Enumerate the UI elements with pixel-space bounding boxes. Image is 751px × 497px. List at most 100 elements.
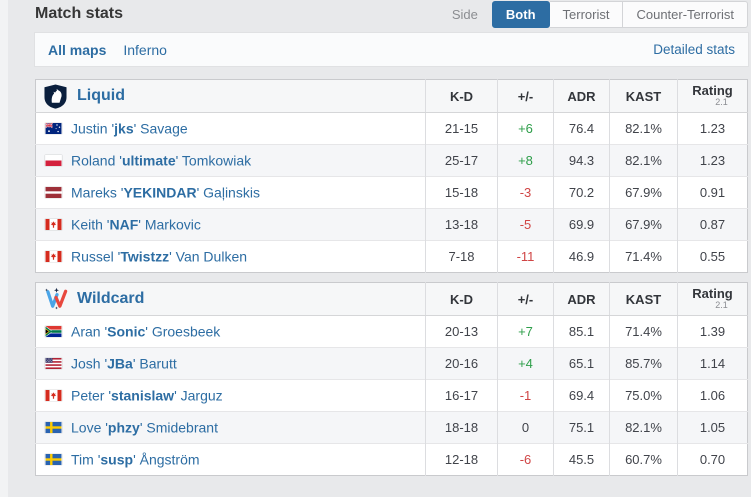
column-header-adr: ADR (553, 79, 610, 113)
map-filter-inferno[interactable]: Inferno (123, 41, 167, 58)
player-name-cell: Justin 'jks' Savage (36, 113, 426, 145)
stat-rating: 1.23 (677, 112, 748, 145)
player-name-cell: Mareks 'YEKINDAR' Gaļinskis (36, 177, 426, 209)
player-name-link[interactable]: Love 'phzy' Smidebrant (71, 419, 218, 436)
page-left-gutter (0, 0, 8, 497)
team-logo-liquid[interactable] (44, 84, 68, 109)
player-row: Justin 'jks' Savage 21-15 +6 76.4 82.1% 1.23 (35, 112, 748, 145)
flag-canada-icon (45, 390, 62, 402)
stat-kast: 82.1% (609, 411, 678, 444)
stat-kast: 85.7% (609, 347, 678, 380)
stat-plus-minus: +4 (497, 347, 554, 380)
stat-kast: 82.1% (609, 112, 678, 145)
player-name-cell: Peter 'stanislaw' Jarguz (36, 380, 426, 412)
flag-southafrica-icon (45, 326, 62, 338)
stat-kd: 18-18 (425, 411, 498, 444)
column-header-kast: KAST (609, 79, 678, 113)
stat-kd: 16-17 (425, 379, 498, 412)
column-header-adr: ADR (553, 282, 610, 316)
team-tables-container: Liquid K-D +/- ADR KAST Rating 2.1 Justin… (35, 79, 748, 476)
player-name-cell: Russel 'Twistzz' Van Dulken (36, 241, 426, 273)
side-tab-both[interactable]: Both (491, 0, 550, 28)
stat-kd: 25-17 (425, 144, 498, 177)
stat-adr: 85.1 (553, 315, 610, 348)
stat-rating: 0.70 (677, 443, 748, 476)
side-tab-terrorist[interactable]: Terrorist (549, 0, 624, 28)
side-filter: Side Both Terrorist Counter-Terrorist (452, 0, 748, 28)
stat-plus-minus: -5 (497, 208, 554, 241)
stat-rating: 0.87 (677, 208, 748, 241)
player-row: Tim 'susp' Ångström 12-18 -6 45.5 60.7% 0.70 (36, 443, 748, 476)
stat-kd: 21-15 (425, 112, 498, 145)
player-row: Russel 'Twistzz' Van Dulken 7-18 -11 46.9 71… (36, 240, 748, 273)
stat-adr: 65.1 (553, 347, 610, 380)
player-row: Love 'phzy' Smidebrant 18-18 0 75.1 82.1% 1.0… (35, 411, 748, 444)
player-name-link[interactable]: Aran 'Sonic' Groesbeek (71, 323, 221, 340)
team-header-row: Wildcard K-D +/- ADR KAST Rating 2.1 (35, 282, 748, 316)
stat-kast: 82.1% (609, 144, 678, 177)
maps-list: All maps Inferno (48, 42, 184, 58)
stat-kd: 12-18 (425, 443, 498, 476)
stat-kast: 67.9% (609, 176, 678, 209)
player-name-cell: Roland 'ultimate' Tomkowiak (36, 145, 426, 177)
player-row: Aran 'Sonic' Groesbeek 20-13 +7 85.1 71.4% 1.… (35, 315, 748, 348)
player-name-link[interactable]: Keith 'NAF' Markovic (71, 216, 201, 233)
column-header-kd: K-D (425, 79, 498, 113)
stat-adr: 69.9 (553, 208, 610, 241)
flag-poland-icon (45, 155, 62, 167)
player-name-cell: Keith 'NAF' Markovic (36, 209, 426, 241)
team-stats-table-wildcard: Wildcard K-D +/- ADR KAST Rating 2.1 Aran… (35, 282, 748, 476)
stat-rating: 1.39 (677, 315, 748, 348)
map-filter-all-maps[interactable]: All maps (48, 41, 107, 58)
stat-plus-minus: -1 (497, 379, 554, 412)
stat-kast: 71.4% (609, 240, 678, 273)
player-name-link[interactable]: Peter 'stanislaw' Jarguz (71, 387, 223, 404)
maps-filter-bar: All maps Inferno Detailed stats (35, 33, 748, 66)
player-name-link[interactable]: Mareks 'YEKINDAR' Gaļinskis (71, 184, 260, 201)
column-header-rating: Rating 2.1 (677, 282, 748, 316)
stat-kd: 20-16 (425, 347, 498, 380)
flag-canada-icon (45, 251, 62, 263)
stat-adr: 75.1 (553, 411, 610, 444)
player-name-link[interactable]: Josh 'JBa' Barutt (71, 355, 177, 372)
stat-kd: 7-18 (425, 240, 498, 273)
stat-adr: 69.4 (553, 379, 610, 412)
stat-rating: 1.23 (677, 144, 748, 177)
stat-rating: 0.55 (677, 240, 748, 273)
team-header-row: Liquid K-D +/- ADR KAST Rating 2.1 (35, 79, 748, 113)
player-name-link[interactable]: Roland 'ultimate' Tomkowiak (71, 152, 252, 169)
stat-rating: 1.14 (677, 347, 748, 380)
stat-kd: 13-18 (425, 208, 498, 241)
player-name-cell: Love 'phzy' Smidebrant (36, 412, 426, 444)
stat-kast: 75.0% (609, 379, 678, 412)
side-tab-counter-terrorist[interactable]: Counter-Terrorist (623, 0, 748, 28)
stat-adr: 94.3 (553, 144, 610, 177)
stat-plus-minus: -3 (497, 176, 554, 209)
player-name-link[interactable]: Tim 'susp' Ångström (71, 451, 200, 468)
player-row: Mareks 'YEKINDAR' Gaļinskis 15-18 -3 70.2 67… (35, 176, 748, 209)
stat-plus-minus: +7 (497, 315, 554, 348)
stat-adr: 46.9 (553, 240, 610, 273)
player-name-link[interactable]: Russel 'Twistzz' Van Dulken (71, 248, 248, 265)
stat-kast: 71.4% (609, 315, 678, 348)
stats-header-bar: Match stats Side Both Terrorist Counter-Te… (35, 0, 748, 28)
flag-latvia-icon (45, 187, 62, 199)
column-header-rating: Rating 2.1 (677, 79, 748, 113)
stat-plus-minus: -11 (497, 240, 554, 273)
stat-adr: 76.4 (553, 112, 610, 145)
column-header-kd: K-D (425, 282, 498, 316)
stat-plus-minus: -6 (497, 443, 554, 476)
column-header-kast: KAST (609, 282, 678, 316)
stat-adr: 45.5 (553, 443, 610, 476)
player-name-cell: Tim 'susp' Ångström (36, 444, 426, 476)
stat-adr: 70.2 (553, 176, 610, 209)
column-header-plus-minus: +/- (497, 79, 554, 113)
flag-canada-icon (45, 219, 62, 231)
player-name-link[interactable]: Justin 'jks' Savage (71, 120, 188, 137)
team-name-link[interactable]: Wildcard (77, 290, 145, 307)
detailed-stats-link[interactable]: Detailed stats (653, 42, 735, 57)
team-name-link[interactable]: Liquid (77, 87, 125, 104)
team-logo-wildcard[interactable] (44, 287, 68, 312)
player-row: Roland 'ultimate' Tomkowiak 25-17 +8 94.3 82… (35, 144, 748, 177)
stat-rating: 1.05 (677, 411, 748, 444)
